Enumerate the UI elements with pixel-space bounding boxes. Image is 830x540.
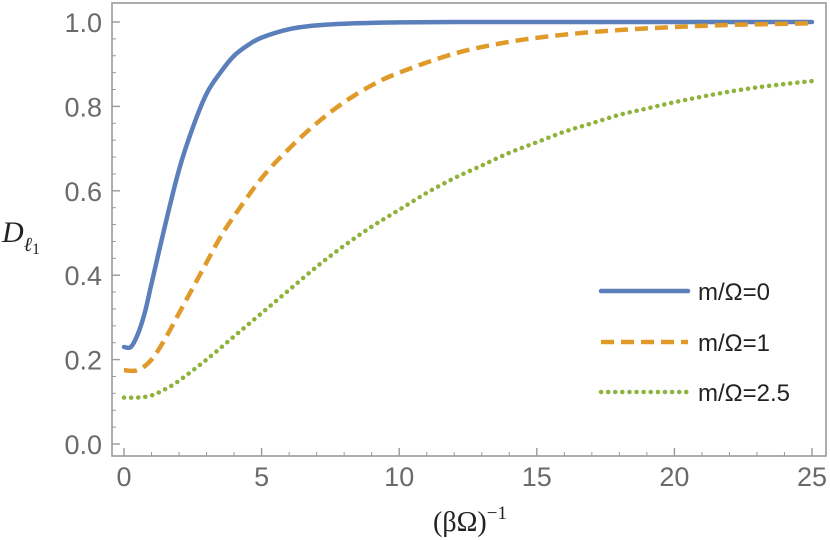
x-tick-label: 15 <box>522 462 552 492</box>
y-tick-label: 0.0 <box>64 430 102 460</box>
x-tick-label: 0 <box>116 462 131 492</box>
y-axis-title-main: D <box>1 216 24 249</box>
svg-text:Dℓ1: Dℓ1 <box>1 216 40 258</box>
legend-label-1: m/Ω=1 <box>698 330 770 357</box>
y-tick-label: 0.4 <box>64 261 102 291</box>
y-tick-labels: 0.0 0.2 0.4 0.6 0.8 1.0 <box>64 8 102 460</box>
x-tick-label: 20 <box>659 462 689 492</box>
y-tick-label: 0.8 <box>64 92 102 122</box>
x-axis-title-main: (βΩ) <box>433 507 487 538</box>
series-lines <box>121 19 815 400</box>
x-tick-label: 25 <box>797 462 827 492</box>
series-line-0 <box>121 19 815 351</box>
series-line-1 <box>123 21 813 374</box>
x-axis-title: (βΩ)−1 <box>433 503 507 538</box>
y-tick-label: 1.0 <box>64 8 102 38</box>
y-axis-title-sub: ℓ <box>24 234 33 256</box>
tick-marks <box>112 21 813 456</box>
y-tick-label: 0.6 <box>64 177 102 207</box>
y-tick-label: 0.2 <box>64 346 102 376</box>
legend: m/Ω=0 m/Ω=1 m/Ω=2.5 <box>598 279 790 407</box>
plot-frame <box>111 2 827 457</box>
legend-label-2: m/Ω=2.5 <box>698 380 790 407</box>
x-tick-label: 10 <box>384 462 414 492</box>
legend-label-0: m/Ω=0 <box>698 279 770 306</box>
x-axis-title-sup: −1 <box>487 503 507 524</box>
x-tick-labels: 0 5 10 15 20 25 <box>116 462 827 492</box>
svg-text:(βΩ)−1: (βΩ)−1 <box>433 503 507 538</box>
x-tick-label: 5 <box>254 462 269 492</box>
y-axis-title-subsub: 1 <box>32 241 40 258</box>
y-axis-title: Dℓ1 <box>1 216 40 258</box>
